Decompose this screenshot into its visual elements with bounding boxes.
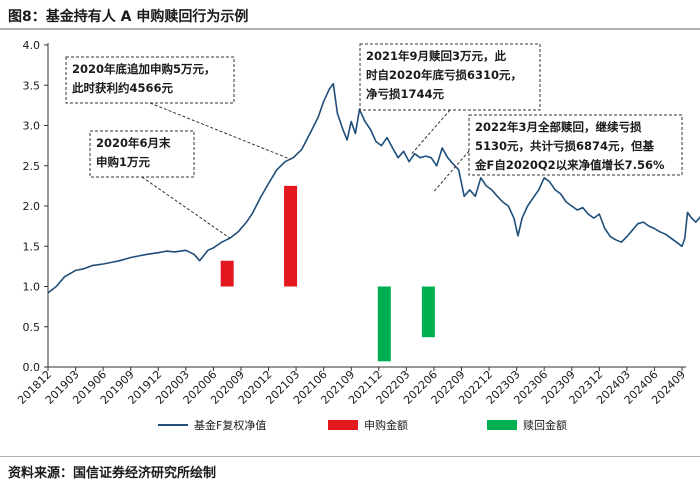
annotation-text: 2022年3月全部赎回，继续亏损 bbox=[475, 120, 642, 134]
purchase-bar bbox=[284, 185, 298, 287]
legend-bar-swatch bbox=[328, 420, 358, 430]
annotation-text: 2020年底追加申购5万元， bbox=[72, 62, 216, 76]
y-tick-label: 0.5 bbox=[23, 321, 41, 334]
annotation-text: 时自2020年底亏损6310元， bbox=[366, 68, 522, 82]
annotation-leader bbox=[149, 102, 291, 160]
y-tick-label: 0.0 bbox=[23, 361, 41, 374]
nav-chart: 0.00.51.01.52.02.53.03.54.02018122019032… bbox=[15, 39, 700, 432]
annotation-text: 2021年9月赎回3万元，此 bbox=[366, 49, 507, 63]
y-tick-label: 1.5 bbox=[23, 240, 41, 253]
legend-label: 申购金额 bbox=[364, 418, 408, 432]
legend-label: 基金F复权净值 bbox=[194, 418, 266, 432]
legend-label: 赎回金额 bbox=[523, 418, 567, 432]
y-tick-label: 3.0 bbox=[23, 120, 41, 133]
figure-title: 图8：基金持有人 A 申购赎回行为示例 bbox=[8, 9, 249, 25]
annotation-leader bbox=[411, 109, 451, 155]
source-note: 资料来源：国信证券经济研究所绘制 bbox=[8, 466, 217, 481]
annotation-box bbox=[359, 43, 541, 111]
annotation-text: 2020年6月末 bbox=[96, 136, 171, 150]
y-tick-label: 2.0 bbox=[23, 200, 41, 213]
redemption-bar bbox=[377, 286, 391, 362]
purchase-bar bbox=[220, 260, 234, 287]
annotation-leader bbox=[141, 176, 231, 239]
nav-series-line bbox=[47, 82, 700, 294]
redemption-bar bbox=[421, 286, 435, 338]
bottom-divider bbox=[0, 456, 700, 457]
annotation-box bbox=[65, 56, 235, 104]
annotation-box bbox=[468, 114, 683, 176]
annotation-leader bbox=[433, 150, 470, 192]
annotation-text: 金F自2020Q2以来净值增长7.56% bbox=[474, 158, 665, 172]
top-divider bbox=[0, 28, 700, 30]
y-tick-label: 4.0 bbox=[23, 39, 41, 52]
y-tick-label: 3.5 bbox=[23, 79, 41, 92]
y-tick-label: 2.5 bbox=[23, 160, 41, 173]
annotation-text: 净亏损1744元 bbox=[366, 87, 445, 101]
annotation-text: 此时获利约4566元 bbox=[72, 81, 174, 95]
annotation-text: 5130元，共计亏损6874元，但基 bbox=[475, 139, 655, 153]
y-tick-label: 1.0 bbox=[23, 281, 41, 294]
annotation-box bbox=[89, 130, 195, 178]
annotation-text: 申购1万元 bbox=[96, 155, 151, 169]
legend-bar-swatch bbox=[487, 420, 517, 430]
